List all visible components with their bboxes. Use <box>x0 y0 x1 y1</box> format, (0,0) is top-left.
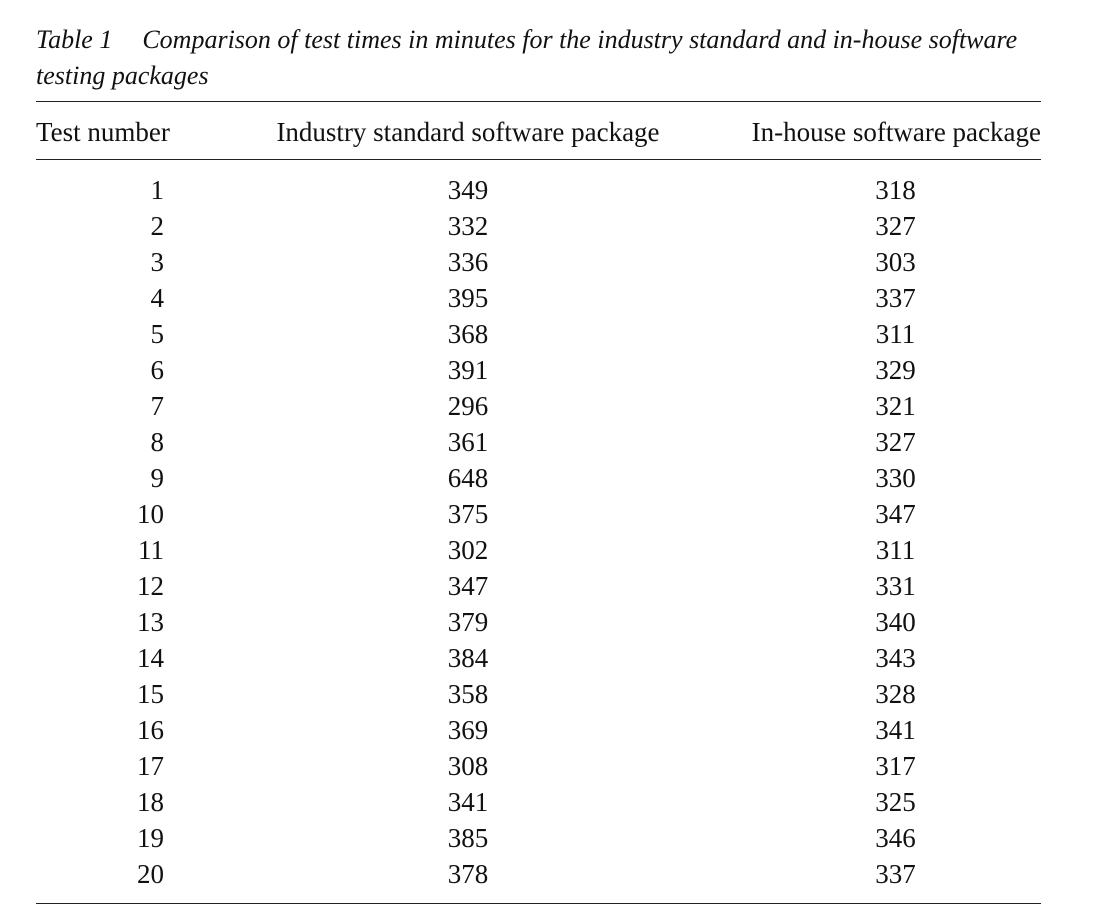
cell-industry-standard: 378 <box>447 859 489 889</box>
cell-in-house: 341 <box>875 715 916 745</box>
header-in-house: In-house software package <box>751 116 1041 147</box>
table-row: 2 332 327 <box>36 208 1041 244</box>
cell-test-number: 10 <box>137 499 164 529</box>
cell-test-number: 2 <box>150 211 165 241</box>
cell-industry-standard: 368 <box>447 319 489 349</box>
cell-in-house: 327 <box>875 211 916 241</box>
cell-test-number: 9 <box>150 463 165 493</box>
cell-test-number: 12 <box>137 571 164 601</box>
cell-industry-standard: 349 <box>447 175 489 205</box>
header-test-number: Test number <box>36 116 170 147</box>
cell-test-number: 4 <box>150 283 165 313</box>
table-row: 8 361 327 <box>36 424 1041 460</box>
table-row: 20 378 337 <box>36 856 1041 892</box>
cell-industry-standard: 308 <box>447 751 489 781</box>
table-caption: Table 1 Comparison of test times in minut… <box>36 22 1056 94</box>
table-row: 7 296 321 <box>36 388 1041 424</box>
test-times-table: Test number Industry standard software p… <box>36 104 1041 892</box>
cell-in-house: 331 <box>875 571 916 601</box>
cell-industry-standard: 379 <box>447 607 489 637</box>
cell-in-house: 318 <box>875 175 916 205</box>
caption-label: Table 1 <box>36 25 113 54</box>
cell-industry-standard: 395 <box>447 283 489 313</box>
cell-in-house: 329 <box>875 355 916 385</box>
cell-industry-standard: 361 <box>447 427 489 457</box>
cell-in-house: 327 <box>875 427 916 457</box>
table-row: 6 391 329 <box>36 352 1041 388</box>
cell-in-house: 328 <box>875 679 916 709</box>
table-header: Test number Industry standard software p… <box>36 104 1041 160</box>
cell-industry-standard: 391 <box>447 355 489 385</box>
cell-test-number: 18 <box>137 787 164 817</box>
top-rule <box>36 101 1041 102</box>
cell-test-number: 14 <box>137 643 164 673</box>
cell-industry-standard: 375 <box>447 499 489 529</box>
cell-in-house: 303 <box>875 247 916 277</box>
table-row: 11 302 311 <box>36 532 1041 568</box>
table-body: 1 349 318 2 332 327 3 336 303 4 395 337 5 368 311 6 391 3… <box>36 160 1041 892</box>
cell-in-house: 337 <box>875 283 916 313</box>
header-rule <box>36 159 1041 160</box>
cell-test-number: 3 <box>150 247 165 277</box>
cell-industry-standard: 347 <box>447 571 489 601</box>
table-row: 19 385 346 <box>36 820 1041 856</box>
cell-in-house: 343 <box>875 643 916 673</box>
cell-in-house: 330 <box>875 463 916 493</box>
cell-test-number: 6 <box>150 355 165 385</box>
cell-in-house: 311 <box>875 535 916 565</box>
cell-industry-standard: 332 <box>447 211 489 241</box>
cell-industry-standard: 296 <box>447 391 489 421</box>
cell-in-house: 325 <box>875 787 916 817</box>
header-industry-standard: Industry standard software package <box>276 116 660 147</box>
table-row: 18 341 325 <box>36 784 1041 820</box>
cell-test-number: 7 <box>150 391 165 421</box>
cell-test-number: 13 <box>137 607 164 637</box>
cell-in-house: 347 <box>875 499 916 529</box>
cell-in-house: 340 <box>875 607 916 637</box>
table-row: 5 368 311 <box>36 316 1041 352</box>
cell-industry-standard: 302 <box>447 535 489 565</box>
cell-in-house: 311 <box>875 319 916 349</box>
table-row: 17 308 317 <box>36 748 1041 784</box>
cell-industry-standard: 385 <box>447 823 489 853</box>
header-row: Test number Industry standard software p… <box>36 104 1041 160</box>
table-row: 15 358 328 <box>36 676 1041 712</box>
caption-text: Comparison of test times in minutes for … <box>36 25 1018 90</box>
table-row: 1 349 318 <box>36 160 1041 208</box>
table-row: 3 336 303 <box>36 244 1041 280</box>
cell-test-number: 20 <box>137 859 164 889</box>
bottom-rule <box>36 903 1041 904</box>
cell-in-house: 337 <box>875 859 916 889</box>
cell-test-number: 11 <box>138 535 164 565</box>
cell-test-number: 8 <box>150 427 165 457</box>
table-row: 12 347 331 <box>36 568 1041 604</box>
cell-industry-standard: 369 <box>447 715 489 745</box>
cell-test-number: 17 <box>137 751 164 781</box>
cell-industry-standard: 358 <box>447 679 489 709</box>
cell-test-number: 19 <box>137 823 164 853</box>
table-row: 14 384 343 <box>36 640 1041 676</box>
cell-test-number: 15 <box>137 679 164 709</box>
table-row: 16 369 341 <box>36 712 1041 748</box>
cell-test-number: 5 <box>150 319 165 349</box>
cell-test-number: 1 <box>150 175 165 205</box>
table-row: 13 379 340 <box>36 604 1041 640</box>
cell-industry-standard: 336 <box>447 247 489 277</box>
table-row: 10 375 347 <box>36 496 1041 532</box>
cell-in-house: 321 <box>875 391 916 421</box>
table-row: 9 648 330 <box>36 460 1041 496</box>
cell-industry-standard: 384 <box>447 643 489 673</box>
cell-in-house: 317 <box>875 751 916 781</box>
cell-test-number: 16 <box>137 715 164 745</box>
cell-industry-standard: 648 <box>447 463 489 493</box>
cell-industry-standard: 341 <box>447 787 489 817</box>
table-row: 4 395 337 <box>36 280 1041 316</box>
cell-in-house: 346 <box>875 823 916 853</box>
